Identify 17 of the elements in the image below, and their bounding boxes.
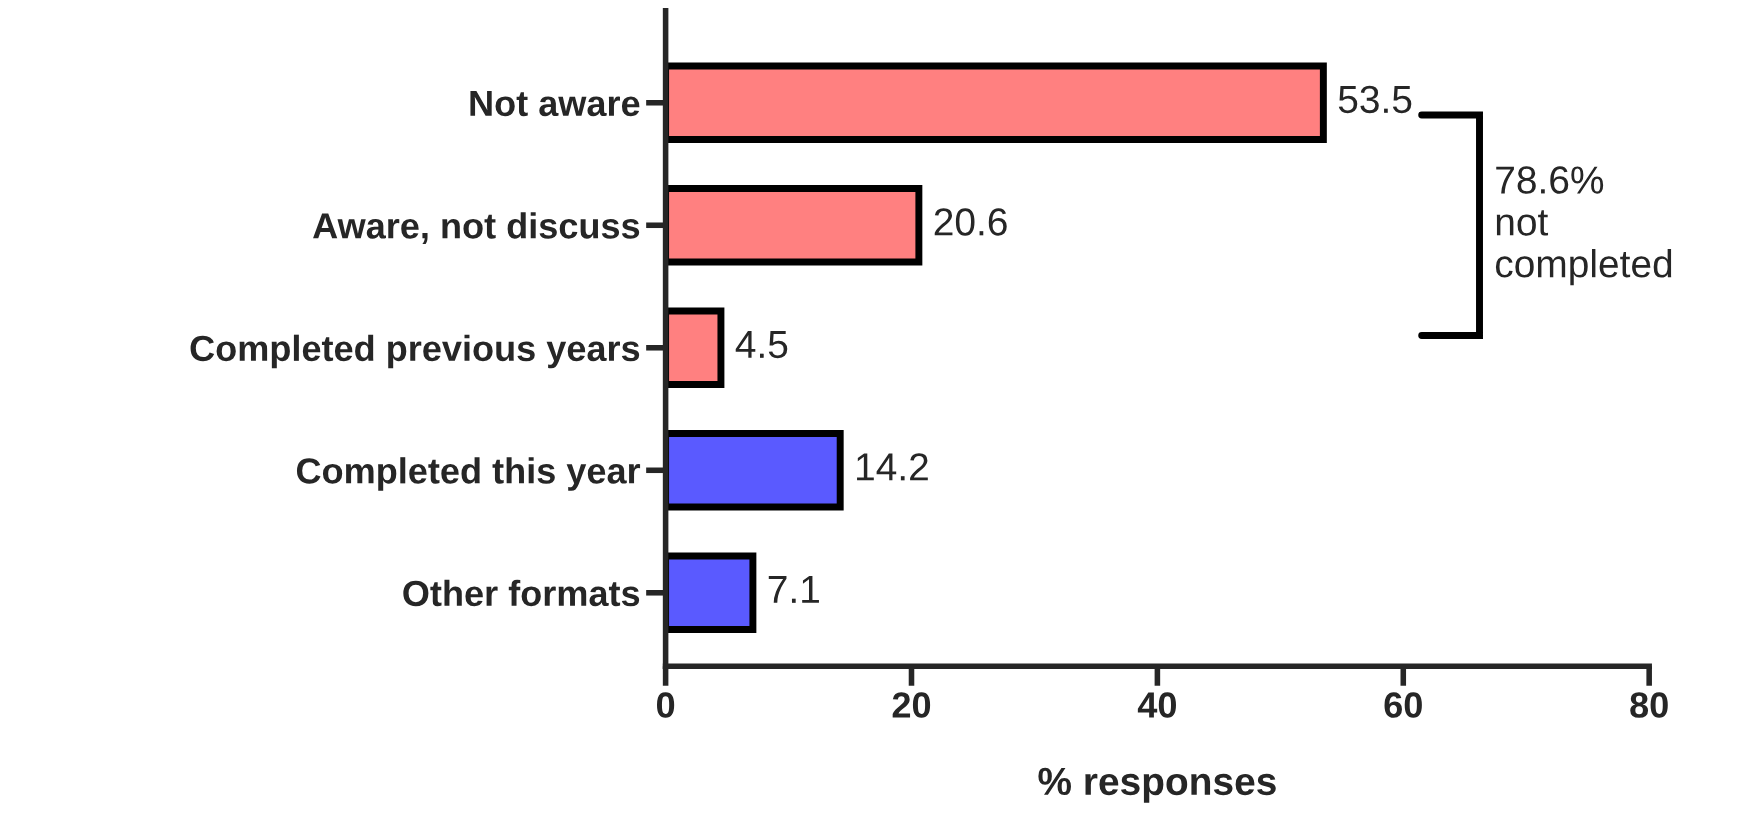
- x-tick-label: 0: [656, 692, 675, 718]
- y-tick-label: Completed previous years: [190, 334, 640, 369]
- data-label: 4.5: [735, 331, 788, 359]
- data-label: 20.6: [934, 208, 1007, 236]
- y-tick-label: Other formats: [403, 579, 640, 607]
- y-tick-label: Aware, not discuss: [313, 212, 640, 244]
- data-label: 53.5: [1338, 85, 1412, 114]
- x-tick-label: 20: [892, 692, 931, 718]
- data-label: 14.2: [857, 453, 928, 481]
- x-tick-label: 40: [1137, 692, 1176, 718]
- y-tick-label: Completed this year: [296, 457, 641, 491]
- annotation: 78.6% not completed: [1495, 166, 1672, 286]
- y-tick-label: Not aware: [470, 90, 640, 117]
- x-tick-label: 80: [1630, 692, 1668, 718]
- x-axis-title: % responses: [1038, 767, 1276, 803]
- x-tick-label: 60: [1384, 692, 1422, 718]
- data-label: 7.1: [768, 576, 819, 603]
